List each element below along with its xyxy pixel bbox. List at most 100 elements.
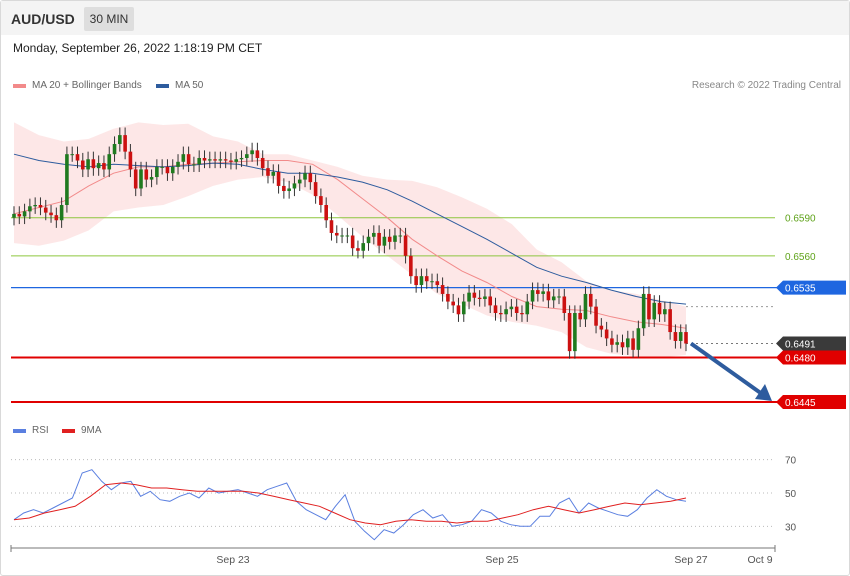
rsi-swatch <box>13 428 26 433</box>
level-tag-0.6480 <box>776 350 846 365</box>
candle-body <box>255 150 260 158</box>
candle-body <box>583 293 588 320</box>
candle-body <box>356 248 360 251</box>
candle-body <box>504 309 508 315</box>
level-tag-0.6445 <box>776 394 846 409</box>
candle-body <box>678 332 683 341</box>
candle-body <box>229 160 233 162</box>
candle-body <box>17 213 22 217</box>
level-tag-text-0.6535: 0.6535 <box>785 284 816 295</box>
candle-body <box>70 154 75 156</box>
candle-body <box>477 297 482 300</box>
candle-body <box>641 293 646 329</box>
ma50-swatch <box>156 83 169 88</box>
ma9-legend-label: 9MA <box>81 425 102 436</box>
legend-ma50: MA 50 <box>156 80 203 91</box>
candle-body <box>588 293 593 307</box>
level-label-0.6590: 0.6590 <box>785 214 816 225</box>
candle-body <box>59 205 64 221</box>
candle-body <box>647 293 651 320</box>
candle-body <box>245 154 249 158</box>
candle-body <box>361 243 366 251</box>
candle-body <box>102 163 106 170</box>
ma20-line <box>13 160 687 329</box>
candle-body <box>520 313 524 315</box>
candle-body <box>424 276 429 282</box>
candle-body <box>33 205 37 207</box>
candle-body <box>668 309 672 333</box>
candle-body <box>155 166 159 178</box>
candle-body <box>123 135 127 152</box>
candle-body <box>409 255 413 277</box>
candle-body <box>96 163 101 169</box>
candle-body <box>541 291 545 294</box>
candle-body <box>234 159 239 162</box>
candle-body <box>118 135 122 145</box>
last-price-tag-text: 0.6491 <box>785 339 816 350</box>
candle-body <box>112 144 117 155</box>
candle-body <box>594 306 598 326</box>
candle-body <box>271 171 276 176</box>
candle-body <box>610 338 614 345</box>
level-label-0.6560: 0.6560 <box>785 252 816 263</box>
candle-body <box>636 328 641 350</box>
candle-body <box>620 342 625 348</box>
candle-body <box>139 169 143 189</box>
candle-body <box>461 301 466 315</box>
candle-body <box>303 173 307 180</box>
research-credit: Research © 2022 Trading Central <box>691 80 841 91</box>
datetime-label: Monday, September 26, 2022 1:18:19 PM CE… <box>13 41 263 55</box>
candle-body <box>403 235 408 256</box>
candle-body <box>599 325 604 330</box>
candle-body <box>276 171 281 186</box>
candle-body <box>334 232 339 236</box>
top-bar: AUD/USD 30 MIN <box>1 1 849 35</box>
candle-body <box>615 342 620 345</box>
candle-body <box>176 161 180 167</box>
candle-body <box>54 215 59 221</box>
candle-body <box>28 206 32 212</box>
candle-body <box>514 306 519 313</box>
rsi-tick-50: 50 <box>785 489 797 500</box>
candle-body <box>91 159 96 169</box>
candle-body <box>419 276 424 286</box>
candle-body <box>625 338 630 348</box>
candle-body <box>38 205 43 208</box>
candle-body <box>366 236 371 244</box>
candle-body <box>414 276 418 286</box>
ma20-legend-label: MA 20 + Bollinger Bands <box>32 80 142 91</box>
timeframe-button[interactable]: 30 MIN <box>84 7 134 31</box>
candle-body <box>451 301 455 306</box>
candle-body <box>546 291 551 301</box>
candle-body <box>282 185 286 192</box>
candle-body <box>223 159 228 161</box>
candle-body <box>435 281 440 286</box>
candle-body <box>562 296 567 313</box>
candle-body <box>149 177 154 180</box>
rsi-tick-70: 70 <box>785 456 797 467</box>
candle-body <box>684 332 688 344</box>
candle-body <box>49 212 53 216</box>
candle-body <box>181 154 186 162</box>
legend-9ma: 9MA <box>62 425 102 436</box>
candle-body <box>308 173 313 183</box>
candle-body <box>239 157 244 160</box>
candle-body <box>329 220 334 233</box>
x-axis-label: Oct 9 <box>747 554 772 566</box>
candle-body <box>12 213 16 218</box>
ma9-swatch <box>62 428 75 433</box>
candle-body <box>446 293 450 302</box>
candle-body <box>218 159 223 161</box>
candle-body <box>133 169 138 189</box>
rsi-line <box>13 469 687 541</box>
candle-body <box>525 301 530 315</box>
last-price-tag <box>776 336 846 351</box>
x-axis-label: Sep 23 <box>216 554 249 566</box>
candle-body <box>499 313 503 315</box>
candle-body <box>128 151 133 170</box>
candle-body <box>80 160 85 170</box>
ma50-line <box>13 153 687 305</box>
candle-body <box>266 168 270 176</box>
candle-body <box>578 313 582 320</box>
candle-body <box>345 235 350 237</box>
